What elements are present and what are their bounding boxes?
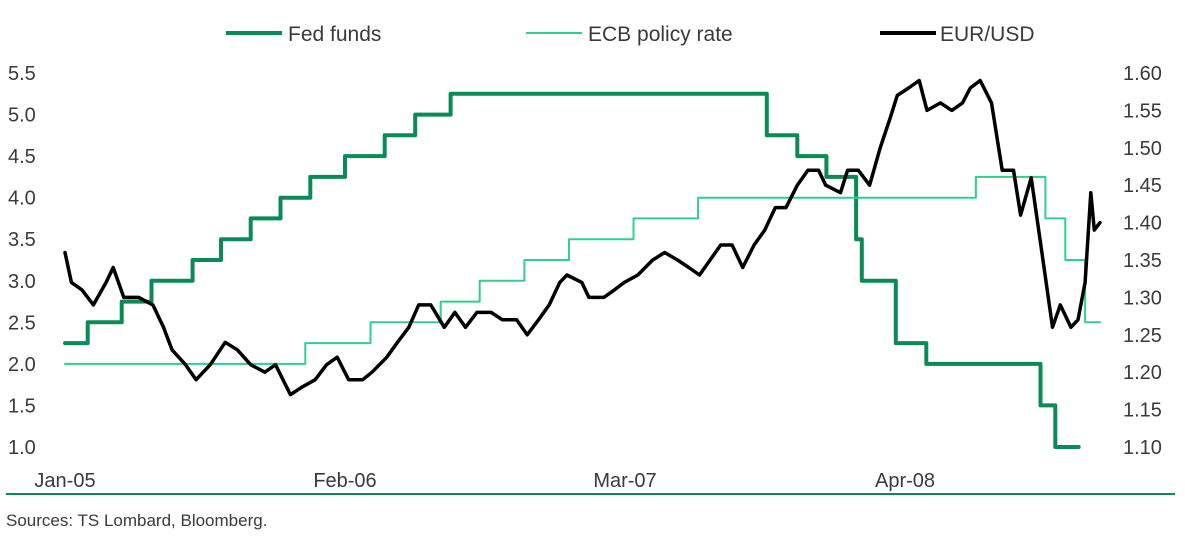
right-y-tick-label: 1.20 — [1123, 362, 1162, 384]
right-y-tick-label: 1.50 — [1123, 138, 1162, 160]
right-y-tick-label: 1.35 — [1123, 250, 1162, 272]
x-tick-label: Mar-07 — [593, 470, 656, 492]
left-y-tick-label: 4.5 — [8, 146, 36, 168]
right-y-tick-label: 1.10 — [1123, 437, 1162, 459]
left-y-tick-label: 4.0 — [8, 188, 36, 210]
series-layer — [63, 78, 1102, 449]
left-y-tick-label: 1.5 — [8, 395, 36, 417]
right-y-tick-label: 1.55 — [1123, 100, 1162, 122]
x-tick-label: Feb-06 — [313, 470, 376, 492]
left-y-tick-label: 2.5 — [8, 312, 36, 334]
right-y-tick-label: 1.15 — [1123, 400, 1162, 422]
legend-label: ECB policy rate — [588, 23, 733, 46]
x-tick-label: Jan-05 — [34, 470, 95, 492]
right-y-tick-label: 1.25 — [1123, 325, 1162, 347]
right-y-tick-label: 1.30 — [1123, 287, 1162, 309]
source-note: Sources: TS Lombard, Bloomberg. — [6, 511, 268, 530]
series-line-fed-funds — [63, 91, 1081, 449]
left-y-tick-label: 3.0 — [8, 271, 36, 293]
legend-label: EUR/USD — [940, 23, 1035, 46]
series-line-ecb-policy-rate — [64, 175, 1101, 365]
legend-label: Fed funds — [288, 23, 381, 46]
x-axis: Jan-05 Feb-06 Mar-07 Apr-08 — [34, 470, 935, 492]
right-y-tick-label: 1.40 — [1123, 213, 1162, 235]
series-line-eur-usd — [63, 78, 1102, 397]
right-y-tick-label: 1.45 — [1123, 175, 1162, 197]
legend: Fed funds ECB policy rate EUR/USD — [226, 23, 1035, 46]
left-y-tick-label: 1.0 — [8, 437, 36, 459]
left-y-tick-label: 5.5 — [8, 63, 36, 85]
right-y-axis: 1.60 1.55 1.50 1.45 1.40 1.35 1.30 1.25 1.20 1.15… — [1123, 63, 1162, 459]
right-y-tick-label: 1.60 — [1123, 63, 1162, 85]
left-y-axis: 5.5 5.0 4.5 4.0 3.5 3.0 2.5 2.0 1.5 1.0 — [8, 63, 36, 459]
left-y-tick-label: 3.5 — [8, 229, 36, 251]
left-y-tick-label: 2.0 — [8, 354, 36, 376]
x-tick-label: Apr-08 — [875, 470, 935, 492]
left-y-tick-label: 5.0 — [8, 105, 36, 127]
